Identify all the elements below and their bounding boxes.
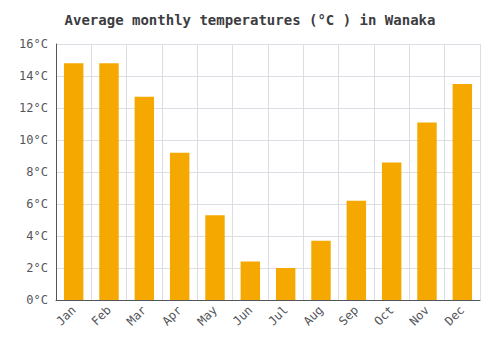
svg-text:0°C: 0°C xyxy=(26,293,48,307)
svg-text:Jun: Jun xyxy=(230,303,255,328)
svg-text:8°C: 8°C xyxy=(26,165,48,179)
svg-text:Apr: Apr xyxy=(159,303,184,328)
svg-text:Oct: Oct xyxy=(371,303,396,328)
svg-text:Aug: Aug xyxy=(301,303,326,328)
svg-text:4°C: 4°C xyxy=(26,229,48,243)
svg-text:14°C: 14°C xyxy=(19,69,48,83)
svg-text:Jan: Jan xyxy=(53,303,78,328)
svg-text:16°C: 16°C xyxy=(19,37,48,51)
svg-text:12°C: 12°C xyxy=(19,101,48,115)
svg-text:Dec: Dec xyxy=(442,303,467,328)
svg-text:Jul: Jul xyxy=(265,303,290,328)
svg-text:May: May xyxy=(195,303,220,328)
svg-text:10°C: 10°C xyxy=(19,133,48,147)
svg-text:2°C: 2°C xyxy=(26,261,48,275)
svg-text:Sep: Sep xyxy=(336,303,361,328)
svg-text:6°C: 6°C xyxy=(26,197,48,211)
svg-text:Nov: Nov xyxy=(407,303,432,328)
svg-text:Feb: Feb xyxy=(89,303,114,328)
svg-text:Average monthly temperatures (: Average monthly temperatures (°C ) in Wa… xyxy=(65,12,436,28)
svg-text:Mar: Mar xyxy=(124,303,149,328)
